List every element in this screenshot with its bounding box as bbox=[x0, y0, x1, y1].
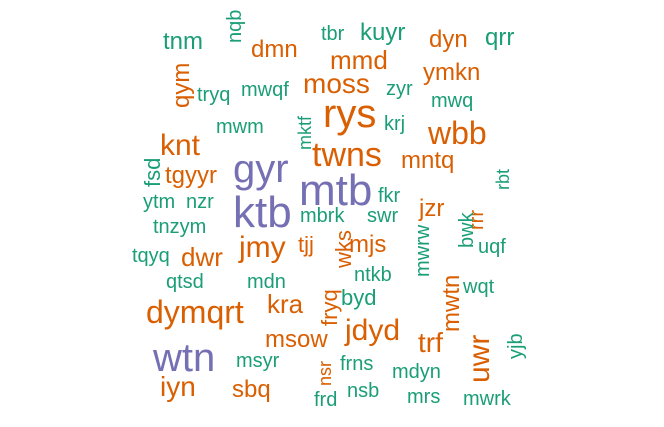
cloud-word-iyn: iyn bbox=[160, 371, 196, 402]
cloud-word-mwrw: mwrw bbox=[412, 224, 434, 277]
cloud-word-rrr: rrr bbox=[466, 210, 488, 230]
cloud-word-mntq: mntq bbox=[401, 147, 454, 174]
cloud-word-tnm: tnm bbox=[163, 28, 203, 55]
cloud-word-mwqf: mwqf bbox=[241, 79, 289, 101]
cloud-word-kra: kra bbox=[267, 289, 304, 319]
cloud-word-byd: byd bbox=[341, 285, 376, 310]
cloud-word-jdyd: jdyd bbox=[344, 314, 400, 347]
cloud-word-tqyq: tqyq bbox=[132, 245, 170, 267]
cloud-word-mwm: mwm bbox=[216, 116, 264, 138]
cloud-word-nzr: nzr bbox=[186, 191, 214, 213]
cloud-word-mmd: mmd bbox=[330, 45, 388, 75]
cloud-word-mdyn: mdyn bbox=[392, 361, 441, 383]
cloud-word-frd: frd bbox=[314, 389, 337, 411]
cloud-word-ktb: ktb bbox=[233, 188, 292, 237]
cloud-word-rys: rys bbox=[323, 92, 376, 136]
cloud-word-trf: trf bbox=[418, 327, 443, 358]
cloud-word-qrr: qrr bbox=[485, 24, 514, 51]
cloud-word-frns: frns bbox=[340, 353, 373, 375]
cloud-word-dyn: dyn bbox=[429, 26, 468, 53]
cloud-word-nsb: nsb bbox=[347, 380, 379, 402]
cloud-word-tnzym: tnzym bbox=[153, 216, 206, 238]
cloud-word-tgyyr: tgyyr bbox=[165, 162, 217, 189]
cloud-word-moss: moss bbox=[303, 68, 370, 99]
cloud-word-mdn: mdn bbox=[247, 271, 286, 293]
cloud-word-fryq: fryq bbox=[317, 289, 342, 326]
cloud-word-mrs: mrs bbox=[407, 386, 440, 408]
cloud-word-rbt: rbt bbox=[493, 169, 513, 190]
cloud-word-jmy: jmy bbox=[238, 231, 286, 264]
cloud-word-mjs: mjs bbox=[349, 231, 386, 258]
cloud-word-fsd: fsd bbox=[140, 158, 165, 187]
cloud-word-dymqrt: dymqrt bbox=[146, 294, 244, 330]
cloud-word-zyr: zyr bbox=[386, 78, 413, 100]
cloud-word-mbrk: mbrk bbox=[300, 205, 345, 227]
cloud-word-mktf: mktf bbox=[295, 115, 315, 150]
cloud-word-wks: wks bbox=[331, 230, 356, 269]
cloud-word-tjj: tjj bbox=[298, 232, 314, 257]
cloud-word-jzr: jzr bbox=[418, 195, 444, 222]
cloud-word-tbr: tbr bbox=[321, 23, 345, 45]
cloud-word-knt: knt bbox=[160, 129, 201, 162]
cloud-word-nqb: nqb bbox=[224, 10, 246, 43]
cloud-word-mtb: mtb bbox=[299, 166, 372, 215]
cloud-word-gyr: gyr bbox=[233, 147, 289, 191]
cloud-word-wtn: wtn bbox=[152, 336, 215, 380]
cloud-word-swr: swr bbox=[367, 205, 398, 227]
cloud-word-kuyr: kuyr bbox=[360, 19, 405, 46]
cloud-word-ymkn: ymkn bbox=[423, 59, 480, 86]
cloud-word-dmn: dmn bbox=[251, 36, 298, 63]
cloud-word-uwr: uwr bbox=[463, 335, 496, 383]
cloud-word-mwq: mwq bbox=[431, 90, 473, 112]
cloud-word-twns: twns bbox=[312, 136, 382, 174]
cloud-word-msow: msow bbox=[265, 326, 328, 353]
cloud-word-qym: qym bbox=[168, 63, 195, 108]
cloud-word-sbq: sbq bbox=[232, 376, 271, 403]
cloud-word-ntkb: ntkb bbox=[354, 264, 392, 286]
cloud-word-nsr: nsr bbox=[315, 361, 335, 386]
cloud-word-tryq: tryq bbox=[197, 84, 230, 106]
cloud-word-krj: krj bbox=[384, 113, 405, 135]
cloud-word-bwk: bwk bbox=[456, 211, 478, 248]
cloud-word-msyr: msyr bbox=[236, 350, 280, 372]
cloud-word-qtsd: qtsd bbox=[166, 271, 204, 293]
cloud-word-mwrk: mwrk bbox=[463, 388, 512, 410]
cloud-word-dwr: dwr bbox=[181, 242, 223, 272]
cloud-word-wbb: wbb bbox=[427, 115, 487, 151]
cloud-word-ytm: ytm bbox=[143, 191, 175, 213]
cloud-word-yjb: yjb bbox=[505, 333, 527, 359]
cloud-word-wqt: wqt bbox=[462, 276, 495, 298]
cloud-word-uqf: uqf bbox=[478, 236, 506, 258]
cloud-word-mwtn: mwtn bbox=[438, 275, 465, 332]
cloud-word-fkr: fkr bbox=[378, 185, 401, 207]
